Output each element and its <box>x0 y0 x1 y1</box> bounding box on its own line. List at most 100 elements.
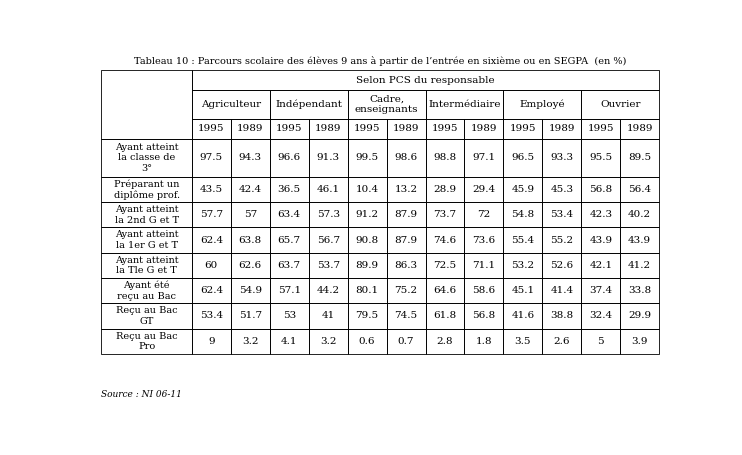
Text: 53.7: 53.7 <box>317 261 340 270</box>
Text: 1995: 1995 <box>588 125 614 133</box>
Bar <box>270 119 309 139</box>
Bar <box>192 177 231 202</box>
Bar <box>102 278 192 303</box>
Text: Ouvrier: Ouvrier <box>600 100 640 109</box>
Bar <box>503 253 542 278</box>
Bar <box>270 177 309 202</box>
Bar <box>581 228 620 253</box>
Text: 13.2: 13.2 <box>395 185 418 194</box>
Text: 64.6: 64.6 <box>433 286 456 295</box>
Text: 63.8: 63.8 <box>239 236 262 245</box>
Text: 86.3: 86.3 <box>395 261 418 270</box>
Bar <box>309 119 348 139</box>
Text: 1995: 1995 <box>510 125 536 133</box>
Text: 65.7: 65.7 <box>278 236 301 245</box>
Text: 73.6: 73.6 <box>473 236 496 245</box>
Text: 1989: 1989 <box>237 125 263 133</box>
Bar <box>464 119 503 139</box>
Text: 54.9: 54.9 <box>239 286 262 295</box>
Text: Ayant atteint
la 1er G et T: Ayant atteint la 1er G et T <box>115 230 178 250</box>
Text: Tableau 10 : Parcours scolaire des élèves 9 ans à partir de l’entrée en sixième : Tableau 10 : Parcours scolaire des élève… <box>134 56 626 66</box>
Text: 62.4: 62.4 <box>200 236 223 245</box>
Text: 29.4: 29.4 <box>473 185 496 194</box>
Bar <box>542 303 581 329</box>
Bar <box>542 278 581 303</box>
Bar <box>620 202 659 228</box>
Bar <box>425 90 503 119</box>
Bar <box>542 253 581 278</box>
Bar <box>102 71 192 139</box>
Bar <box>348 177 387 202</box>
Text: 3.9: 3.9 <box>631 337 648 346</box>
Text: 28.9: 28.9 <box>433 185 456 194</box>
Text: 98.8: 98.8 <box>433 153 456 162</box>
Text: 3.2: 3.2 <box>242 337 258 346</box>
Text: 45.3: 45.3 <box>551 185 574 194</box>
Bar <box>425 119 464 139</box>
Bar <box>102 329 192 354</box>
Text: 1989: 1989 <box>393 125 419 133</box>
Bar <box>102 202 192 228</box>
Text: 56.8: 56.8 <box>589 185 612 194</box>
Text: 1995: 1995 <box>198 125 225 133</box>
Bar <box>425 278 464 303</box>
Text: 57.7: 57.7 <box>200 210 223 219</box>
Text: 1989: 1989 <box>470 125 497 133</box>
Text: 41.4: 41.4 <box>551 286 574 295</box>
Bar <box>348 228 387 253</box>
Text: 1989: 1989 <box>315 125 341 133</box>
Text: Intermédiaire: Intermédiaire <box>428 100 501 109</box>
Text: Ayant été
reçu au Bac: Ayant été reçu au Bac <box>117 281 176 301</box>
Text: 94.3: 94.3 <box>239 153 262 162</box>
Text: 41: 41 <box>321 312 335 320</box>
Bar <box>425 329 464 354</box>
Text: 96.6: 96.6 <box>278 153 301 162</box>
Bar <box>503 329 542 354</box>
Bar <box>387 177 425 202</box>
Text: 71.1: 71.1 <box>473 261 496 270</box>
Bar <box>270 139 309 177</box>
Bar <box>464 228 503 253</box>
Bar <box>425 228 464 253</box>
Bar <box>231 228 270 253</box>
Text: 75.2: 75.2 <box>395 286 418 295</box>
Text: 44.2: 44.2 <box>317 286 340 295</box>
Bar <box>503 278 542 303</box>
Text: 1.8: 1.8 <box>476 337 492 346</box>
Bar <box>192 253 231 278</box>
Text: 74.5: 74.5 <box>395 312 418 320</box>
Bar <box>309 139 348 177</box>
Bar <box>231 119 270 139</box>
Bar <box>387 202 425 228</box>
Text: 73.7: 73.7 <box>433 210 456 219</box>
Bar <box>192 119 231 139</box>
Bar <box>581 202 620 228</box>
Text: 96.5: 96.5 <box>511 153 534 162</box>
Bar <box>192 303 231 329</box>
Text: 87.9: 87.9 <box>395 210 418 219</box>
Bar <box>387 228 425 253</box>
Bar <box>309 303 348 329</box>
Text: 99.5: 99.5 <box>355 153 378 162</box>
Bar <box>425 202 464 228</box>
Text: 3.5: 3.5 <box>515 337 531 346</box>
Bar <box>231 202 270 228</box>
Text: 97.5: 97.5 <box>200 153 223 162</box>
Bar <box>620 139 659 177</box>
Bar <box>542 119 581 139</box>
Text: 63.7: 63.7 <box>278 261 301 270</box>
Bar <box>387 278 425 303</box>
Text: 54.8: 54.8 <box>511 210 534 219</box>
Text: Selon PCS du responsable: Selon PCS du responsable <box>356 76 495 85</box>
Bar <box>542 202 581 228</box>
Text: 42.1: 42.1 <box>589 261 612 270</box>
Text: 53: 53 <box>283 312 296 320</box>
Bar <box>503 202 542 228</box>
Bar <box>387 303 425 329</box>
Bar <box>464 303 503 329</box>
Bar <box>309 253 348 278</box>
Bar <box>348 90 425 119</box>
Bar <box>464 177 503 202</box>
Text: 91.3: 91.3 <box>317 153 340 162</box>
Bar <box>348 278 387 303</box>
